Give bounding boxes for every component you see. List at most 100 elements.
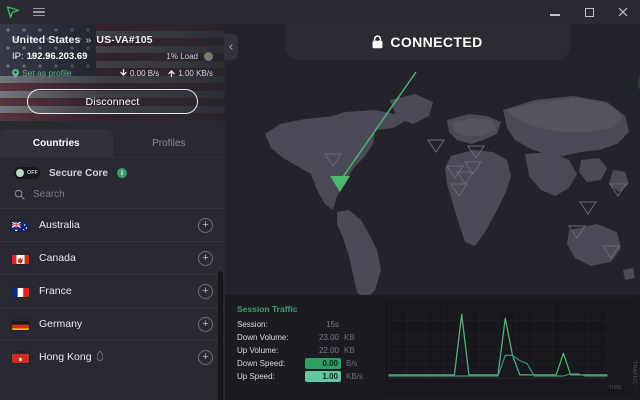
au-flag-icon: [12, 220, 29, 231]
collapse-sidebar-button[interactable]: [224, 34, 238, 60]
toggle-knob: [16, 169, 24, 177]
secure-core-toggle[interactable]: OFF: [14, 167, 40, 179]
country-name: Germany: [39, 318, 83, 330]
triangle-marker-active: [330, 176, 350, 192]
profile-row: Set as profile 0.00 B/s: [12, 68, 213, 78]
connection-line: [337, 71, 417, 185]
chart-ylabel: TRAFFIC: [631, 361, 637, 385]
traffic-key: Up Volume:: [237, 346, 279, 355]
tab-countries-label: Countries: [32, 137, 80, 149]
info-icon[interactable]: i: [116, 168, 127, 178]
hamburger-menu-icon[interactable]: [26, 0, 52, 24]
close-button[interactable]: [606, 0, 640, 24]
minimize-button[interactable]: [538, 0, 572, 24]
download-speed-value: 0.00 B/s: [129, 68, 160, 78]
session-traffic-stats: Session Traffic Session: 15s Down Volume…: [237, 304, 377, 383]
tab-profiles[interactable]: Profiles: [113, 129, 226, 157]
country-list-scrollbar-thumb[interactable]: [218, 271, 223, 400]
download-speed: 0.00 B/s: [120, 69, 159, 78]
traffic-key: Down Volume:: [237, 333, 289, 342]
country-row-hong-kong[interactable]: Hong Kong +: [0, 340, 225, 373]
traffic-unit: B/s: [346, 359, 358, 368]
search-icon: [14, 189, 25, 200]
ca-flag-icon: [12, 253, 29, 264]
hk-flag-icon: [12, 352, 29, 363]
traffic-unit: KB: [344, 333, 355, 342]
sidebar-tabs: Countries Profiles: [0, 129, 225, 157]
title-bar: [0, 0, 640, 24]
traffic-value: 22.00: [318, 346, 339, 355]
country-row-australia[interactable]: Australia +: [0, 208, 225, 241]
country-name: Canada: [39, 252, 76, 264]
search-input[interactable]: [33, 189, 173, 200]
country-list: Australia + Canada +: [0, 208, 225, 373]
country-row-france[interactable]: France +: [0, 274, 225, 307]
set-as-profile-label: Set as profile: [22, 68, 72, 78]
country-name: Australia: [39, 219, 80, 231]
map-landmasses-highlight: [453, 98, 623, 136]
country-row-germany[interactable]: Germany +: [0, 307, 225, 340]
sidebar: United States » US-VA#105 IP: 192.96.203…: [0, 24, 225, 400]
tab-profiles-label: Profiles: [152, 137, 186, 149]
country-row-canada[interactable]: Canada +: [0, 241, 225, 274]
connection-status-text: CONNECTED: [390, 34, 483, 50]
map-landmasses: [265, 94, 635, 300]
secure-core-row: OFF Secure Core i: [0, 158, 225, 183]
chevron-left-icon: [229, 44, 235, 50]
session-traffic-panel: Session Traffic Session: 15s Down Volume…: [225, 295, 640, 400]
de-flag-icon: [12, 319, 29, 330]
load-text: 1% Load: [166, 52, 198, 61]
speed-readout: 0.00 B/s 1.00 KB/s: [120, 69, 213, 78]
load-indicator-dot: [204, 52, 213, 61]
traffic-key: Down Speed:: [237, 359, 286, 368]
disconnect-wrapper: Disconnect: [12, 89, 213, 114]
traffic-value: 0.00: [305, 358, 341, 369]
world-map: [225, 24, 640, 304]
traffic-value: 1.00: [305, 371, 341, 382]
traffic-value: 23.00: [318, 333, 339, 342]
server-country: United States: [12, 34, 81, 46]
disconnect-button[interactable]: Disconnect: [27, 89, 198, 114]
fr-flag-icon: [12, 286, 29, 297]
search-row: [0, 183, 225, 208]
lock-closed-icon: [372, 35, 383, 49]
add-to-profile-button[interactable]: +: [198, 217, 213, 233]
country-name: Hong Kong: [39, 351, 92, 363]
traffic-row-up-speed: Up Speed: 1.00 KB/s: [237, 370, 377, 383]
set-as-profile-button[interactable]: Set as profile: [12, 68, 72, 78]
tab-countries[interactable]: Countries: [0, 129, 113, 157]
traffic-row-up-volume: Up Volume: 22.00 KB: [237, 344, 377, 357]
connected-server-card: United States » US-VA#105 IP: 192.96.203…: [0, 24, 225, 121]
add-to-profile-button[interactable]: +: [198, 250, 213, 266]
arrow-up-icon: [168, 70, 175, 77]
smart-routing-icon: [96, 348, 103, 366]
location-pin-icon: [12, 68, 19, 78]
server-name: US-VA#105: [96, 34, 153, 46]
proton-vpn-arrow-logo-icon: [0, 0, 26, 24]
add-to-profile-button[interactable]: +: [198, 349, 213, 365]
add-to-profile-button[interactable]: +: [198, 316, 213, 332]
chart-xlabel: TIME: [608, 385, 622, 391]
traffic-unit: KB/s: [346, 372, 363, 381]
upload-speed-value: 1.00 KB/s: [178, 68, 213, 78]
country-name: France: [39, 285, 72, 297]
ip-label: IP:: [12, 51, 24, 62]
traffic-row-session: Session: 15s: [237, 318, 377, 331]
add-to-profile-button[interactable]: +: [198, 283, 213, 299]
server-title: United States » US-VA#105: [12, 34, 213, 46]
secure-core-label: Secure Core: [49, 167, 108, 179]
traffic-line-chart: [385, 300, 633, 394]
connection-status-bar: CONNECTED: [285, 24, 570, 60]
session-traffic-title: Session Traffic: [237, 304, 298, 314]
toggle-state-label: OFF: [27, 170, 38, 176]
traffic-unit: KB: [344, 346, 355, 355]
server-separator: »: [85, 34, 92, 46]
upload-speed: 1.00 KB/s: [168, 69, 213, 78]
traffic-row-down-volume: Down Volume: 23.00 KB: [237, 331, 377, 344]
traffic-key: Up Speed:: [237, 372, 275, 381]
traffic-key: Session:: [237, 320, 268, 329]
triangle-markers-inactive: [324, 139, 627, 259]
traffic-row-down-speed: Down Speed: 0.00 B/s: [237, 357, 377, 370]
maximize-button[interactable]: [572, 0, 606, 24]
